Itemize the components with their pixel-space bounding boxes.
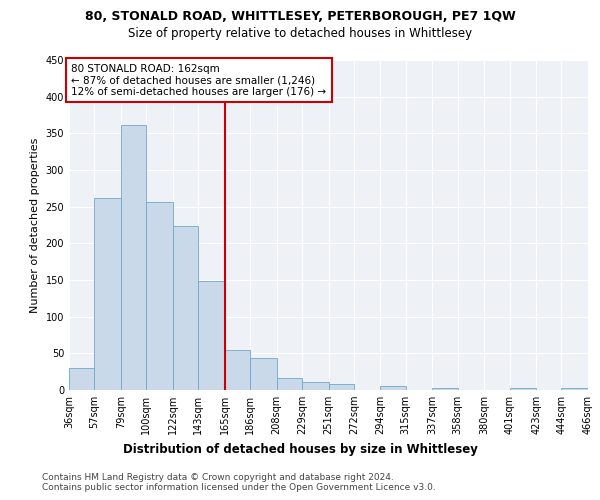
Bar <box>250 358 277 390</box>
Bar <box>509 388 536 390</box>
Text: Distribution of detached houses by size in Whittlesey: Distribution of detached houses by size … <box>122 442 478 456</box>
Bar <box>562 388 588 390</box>
Text: Size of property relative to detached houses in Whittlesey: Size of property relative to detached ho… <box>128 28 472 40</box>
Bar <box>302 382 329 390</box>
Bar <box>121 124 146 390</box>
Text: 80 STONALD ROAD: 162sqm
← 87% of detached houses are smaller (1,246)
12% of semi: 80 STONALD ROAD: 162sqm ← 87% of detache… <box>71 64 326 97</box>
Bar <box>380 386 406 390</box>
Bar <box>173 226 198 390</box>
Text: Contains HM Land Registry data © Crown copyright and database right 2024.
Contai: Contains HM Land Registry data © Crown c… <box>42 472 436 492</box>
Bar <box>224 350 250 390</box>
Bar <box>94 198 121 390</box>
Y-axis label: Number of detached properties: Number of detached properties <box>30 138 40 312</box>
Bar <box>146 202 173 390</box>
Bar <box>277 378 302 390</box>
Bar <box>198 282 224 390</box>
Text: 80, STONALD ROAD, WHITTLESEY, PETERBOROUGH, PE7 1QW: 80, STONALD ROAD, WHITTLESEY, PETERBOROU… <box>85 10 515 23</box>
Bar <box>69 368 94 390</box>
Bar <box>432 388 458 390</box>
Bar <box>329 384 354 390</box>
